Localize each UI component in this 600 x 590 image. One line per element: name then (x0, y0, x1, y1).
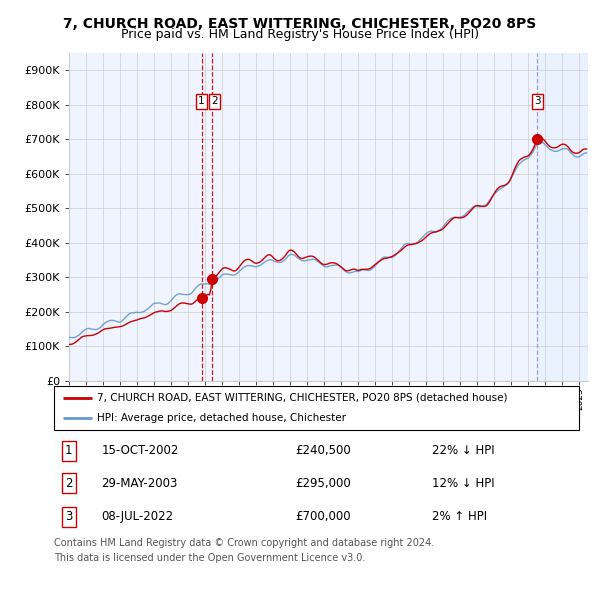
Text: 1: 1 (65, 444, 73, 457)
Text: 12% ↓ HPI: 12% ↓ HPI (432, 477, 494, 490)
Bar (537, 53, 588, 381)
Text: 3: 3 (65, 510, 73, 523)
Text: 22% ↓ HPI: 22% ↓ HPI (432, 444, 494, 457)
Text: 15-OCT-2002: 15-OCT-2002 (101, 444, 179, 457)
Text: 1: 1 (198, 96, 205, 106)
Text: 7, CHURCH ROAD, EAST WITTERING, CHICHESTER, PO20 8PS: 7, CHURCH ROAD, EAST WITTERING, CHICHEST… (64, 17, 536, 31)
Text: £295,000: £295,000 (296, 477, 351, 490)
Text: HPI: Average price, detached house, Chichester: HPI: Average price, detached house, Chic… (97, 413, 346, 423)
Text: 7, CHURCH ROAD, EAST WITTERING, CHICHESTER, PO20 8PS (detached house): 7, CHURCH ROAD, EAST WITTERING, CHICHEST… (97, 393, 508, 402)
Text: 2: 2 (211, 96, 218, 106)
Text: Price paid vs. HM Land Registry's House Price Index (HPI): Price paid vs. HM Land Registry's House … (121, 28, 479, 41)
FancyBboxPatch shape (54, 386, 579, 430)
Text: 2% ↑ HPI: 2% ↑ HPI (432, 510, 487, 523)
Text: £240,500: £240,500 (296, 444, 351, 457)
Text: 29-MAY-2003: 29-MAY-2003 (101, 477, 178, 490)
Text: £700,000: £700,000 (296, 510, 351, 523)
Text: 08-JUL-2022: 08-JUL-2022 (101, 510, 173, 523)
Text: Contains HM Land Registry data © Crown copyright and database right 2024.: Contains HM Land Registry data © Crown c… (54, 538, 434, 548)
Text: 2: 2 (65, 477, 73, 490)
Text: This data is licensed under the Open Government Licence v3.0.: This data is licensed under the Open Gov… (54, 553, 365, 563)
Text: 3: 3 (534, 96, 541, 106)
